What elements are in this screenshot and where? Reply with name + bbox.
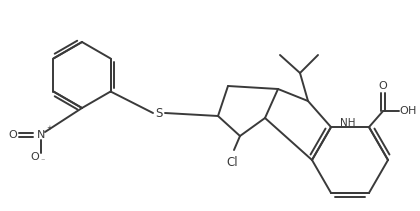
Text: O: O [399, 106, 408, 116]
Text: H: H [408, 106, 416, 116]
Text: O: O [378, 81, 387, 91]
Text: S: S [155, 107, 163, 119]
Text: N: N [37, 130, 45, 140]
Text: Cl: Cl [226, 156, 238, 169]
Text: O: O [31, 152, 39, 162]
Text: NH: NH [340, 118, 355, 128]
Text: +: + [46, 125, 52, 131]
Text: O: O [9, 130, 17, 140]
Text: ⁻: ⁻ [41, 157, 45, 165]
